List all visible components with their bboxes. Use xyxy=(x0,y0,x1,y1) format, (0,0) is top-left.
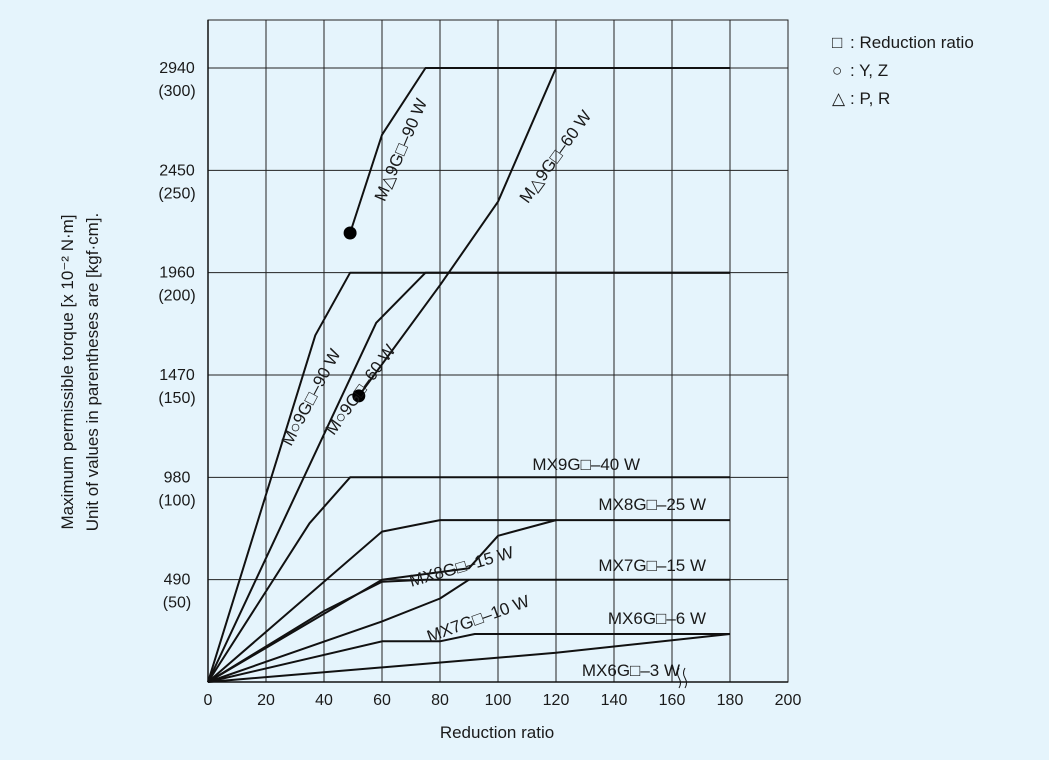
x-tick-label: 80 xyxy=(431,692,449,709)
legend-symbol: □ xyxy=(832,33,842,52)
y-tick-label: 1470 xyxy=(159,367,195,384)
y-tick-label: 490 xyxy=(164,572,191,589)
y-tick-label: 1960 xyxy=(159,265,195,282)
x-tick-label: 100 xyxy=(485,692,512,709)
legend-text: : P, R xyxy=(850,89,890,108)
y-axis-units-note: Unit of values in parentheses are [kgf·c… xyxy=(83,213,102,531)
y-tick-sublabel: (200) xyxy=(158,288,195,305)
y-tick-sublabel: (250) xyxy=(158,185,195,202)
x-tick-label: 20 xyxy=(257,692,275,709)
x-tick-label: 140 xyxy=(601,692,628,709)
grid-layer xyxy=(208,20,788,682)
series-label: MX6G□–6 W xyxy=(608,609,706,628)
x-tick-label: 60 xyxy=(373,692,391,709)
legend-text: : Reduction ratio xyxy=(850,33,974,52)
x-axis-title: Reduction ratio xyxy=(440,723,554,742)
series-label: MX7G□–15 W xyxy=(598,556,706,575)
y-tick-sublabel: (50) xyxy=(163,595,191,612)
x-tick-label: 180 xyxy=(717,692,744,709)
y-tick-label: 980 xyxy=(164,469,191,486)
y-axis-title: Maximum permissible torque [x 10⁻² N·m] xyxy=(58,214,77,529)
y-tick-sublabel: (150) xyxy=(158,390,195,407)
x-tick-label: 0 xyxy=(204,692,213,709)
y-tick-label: 2450 xyxy=(159,162,195,179)
legend-text: : Y, Z xyxy=(850,61,888,80)
series-label: MX9G□–40 W xyxy=(532,455,640,474)
x-tick-label: 120 xyxy=(543,692,570,709)
x-tick-label: 40 xyxy=(315,692,333,709)
series-label: MX8G□–25 W xyxy=(598,495,706,514)
x-tick-label: 160 xyxy=(659,692,686,709)
x-tick-label: 200 xyxy=(775,692,802,709)
series-label: MX6G□–3 W xyxy=(582,661,680,680)
series-start-marker xyxy=(344,226,357,239)
y-tick-sublabel: (100) xyxy=(158,492,195,509)
legend-layer: □ : Reduction ratio ○ : Y, Z△: P, R xyxy=(832,33,974,108)
y-tick-label: 2940 xyxy=(159,60,195,77)
legend-symbol: △ xyxy=(832,89,846,108)
legend-symbol: ○ xyxy=(832,61,842,80)
y-tick-sublabel: (300) xyxy=(158,83,195,100)
